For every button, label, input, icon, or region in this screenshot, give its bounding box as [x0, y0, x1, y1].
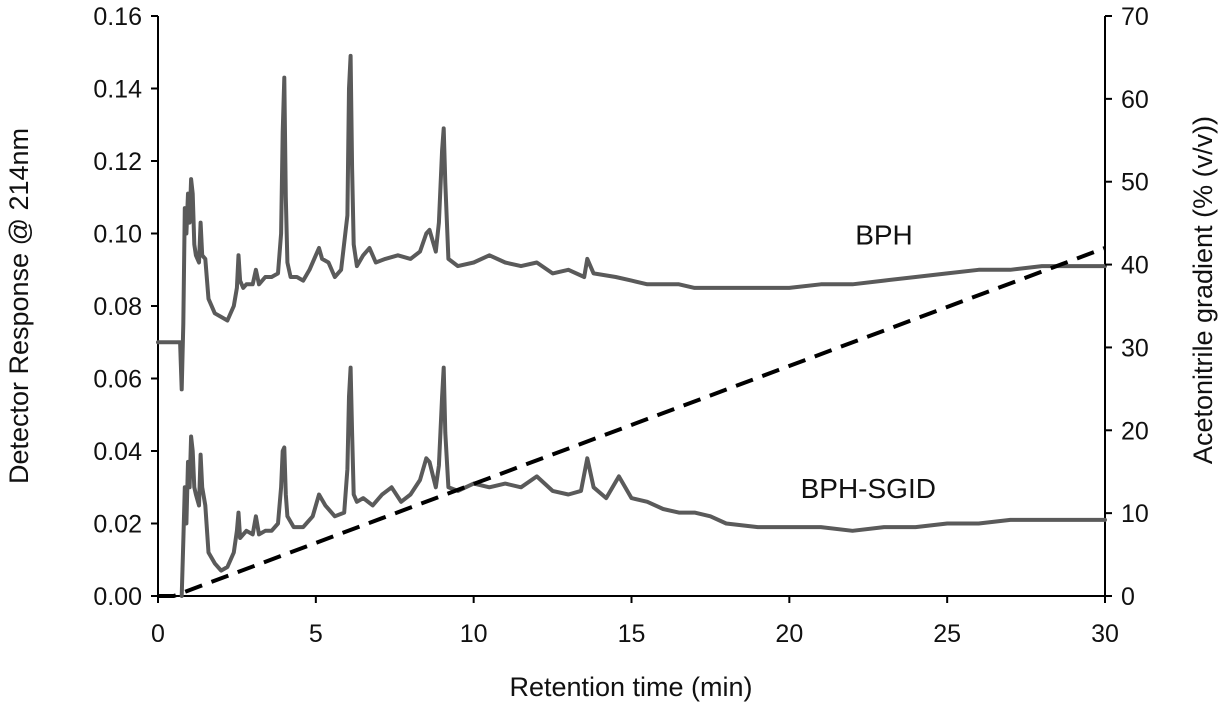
- right-y-tick-label: 20: [1121, 417, 1149, 445]
- x-axis-title: Retention time (min): [509, 672, 752, 702]
- x-tick-label: 0: [151, 620, 165, 648]
- right-y-tick-label: 10: [1121, 500, 1149, 528]
- left-y-tick-label: 0.04: [93, 438, 142, 466]
- left-y-axis-title: Detector Response @ 214nm: [4, 128, 34, 484]
- x-tick-label: 15: [618, 620, 646, 648]
- series-label-bph: BPH: [855, 219, 913, 250]
- x-tick-label: 5: [309, 620, 323, 648]
- right-y-tick-label: 30: [1121, 334, 1149, 362]
- left-y-tick-label: 0.08: [93, 293, 142, 321]
- x-tick-label: 20: [775, 620, 803, 648]
- left-y-tick-label: 0.12: [93, 148, 142, 176]
- series-line-acetonitrile-gradient: [158, 246, 1106, 598]
- right-y-tick-label: 0: [1121, 583, 1135, 611]
- right-y-axis-title: Acetonitrile gradient (% (v/v)): [1188, 116, 1218, 464]
- left-y-tick-label: 0.00: [93, 583, 142, 611]
- chart-marks: [156, 53, 1107, 598]
- left-y-tick-label: 0.16: [93, 3, 142, 31]
- x-tick-label: 10: [460, 620, 488, 648]
- right-y-tick-label: 70: [1121, 3, 1149, 31]
- right-y-tick-label: 50: [1121, 169, 1149, 197]
- right-y-tick-label: 40: [1121, 252, 1149, 280]
- left-y-tick-label: 0.02: [93, 511, 142, 539]
- series-line-bph: [156, 53, 1107, 392]
- left-y-tick-label: 0.14: [93, 76, 142, 104]
- right-y-tick-label: 60: [1121, 86, 1149, 114]
- left-y-tick-label: 0.06: [93, 366, 142, 394]
- plot-area: [157, 16, 1106, 597]
- x-tick-label: 25: [933, 620, 961, 648]
- left-y-tick-label: 0.10: [93, 221, 142, 249]
- x-tick-label: 30: [1091, 620, 1119, 648]
- axis-ticks: 0 5 10 15 20 25 30 0.00 0.02 0.04 0.06 0.08 0.10 0.12…: [93, 3, 1148, 648]
- series-label-bph-sgid: BPH-SGID: [801, 473, 936, 504]
- series-line-bph-sgid: [179, 365, 1107, 598]
